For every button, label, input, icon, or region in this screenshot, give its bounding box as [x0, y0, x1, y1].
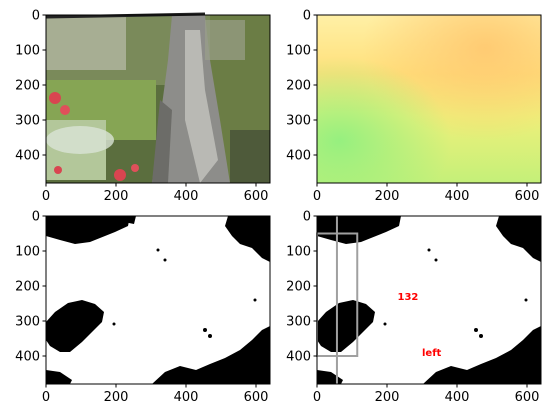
x-tick-label: 0 [313, 390, 321, 405]
x-tick-label: 600 [515, 390, 540, 405]
y-tick-label: 400 [286, 350, 311, 365]
annotation-label: 132 [398, 292, 419, 303]
y-tick-label: 200 [15, 79, 40, 94]
y-tick-label: 400 [15, 149, 40, 164]
x-tick-label: 600 [244, 189, 269, 204]
binary-mask-image [46, 216, 270, 384]
y-tick-label: 0 [303, 9, 311, 24]
y-tick-label: 400 [15, 350, 40, 365]
x-tick-label: 0 [313, 189, 321, 204]
axes-frame [45, 215, 271, 385]
y-tick-label: 100 [286, 44, 311, 59]
y-tick-label: 0 [303, 210, 311, 225]
x-tick-label: 400 [174, 390, 199, 405]
x-tick-label: 600 [244, 390, 269, 405]
photo-image [45, 12, 270, 183]
y-tick-label: 200 [15, 280, 40, 295]
y-tick-label: 300 [286, 315, 311, 330]
y-tick-label: 200 [286, 280, 311, 295]
y-tick-label: 0 [32, 9, 40, 24]
axes-frame [316, 14, 542, 184]
x-tick-label: 200 [375, 189, 400, 204]
y-tick-label: 300 [15, 114, 40, 129]
y-tick-label: 0 [32, 210, 40, 225]
axes-frame [45, 14, 271, 184]
color-map-image [317, 15, 541, 183]
x-tick-label: 600 [515, 189, 540, 204]
y-tick-label: 100 [286, 245, 311, 260]
x-tick-label: 0 [42, 189, 50, 204]
x-tick-label: 400 [445, 189, 470, 204]
axes-frame [316, 215, 542, 385]
y-tick-label: 100 [15, 245, 40, 260]
x-tick-label: 400 [445, 390, 470, 405]
x-tick-label: 0 [42, 390, 50, 405]
panel-binary-mask: 0 200 400 600 0 100 200 300 400 [15, 210, 271, 405]
x-tick-label: 200 [104, 189, 129, 204]
y-tick-label: 300 [15, 315, 40, 330]
x-tick-label: 400 [174, 189, 199, 204]
x-tick-label: 200 [104, 390, 129, 405]
annotation-label: left [422, 348, 442, 359]
panel-annotated-mask: 132 left 0 200 400 600 0 100 200 300 400 [286, 210, 542, 405]
panel-color-map: 0 200 400 600 0 100 200 300 400 [286, 9, 542, 204]
y-tick-label: 300 [286, 114, 311, 129]
y-tick-label: 400 [286, 149, 311, 164]
y-tick-label: 100 [15, 44, 40, 59]
panel-photo: 0 200 400 600 0 100 200 300 400 [15, 9, 271, 204]
x-tick-label: 200 [375, 390, 400, 405]
y-tick-label: 200 [286, 79, 311, 94]
